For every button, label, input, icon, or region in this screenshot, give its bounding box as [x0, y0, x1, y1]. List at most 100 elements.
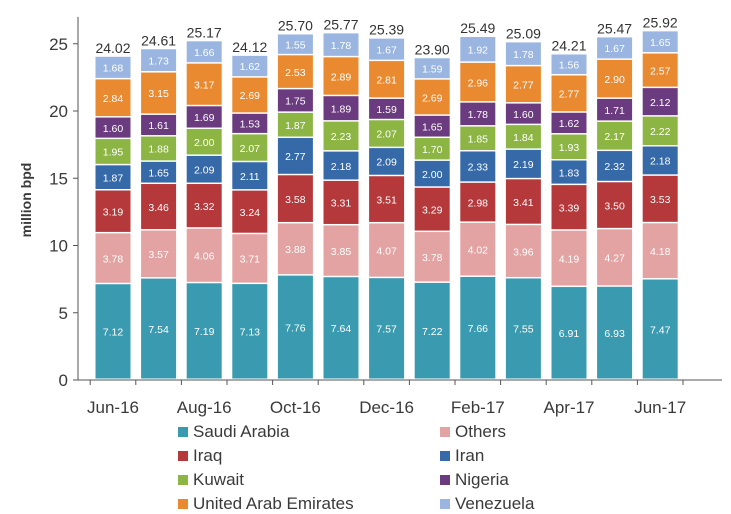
bar-segment: [95, 139, 131, 164]
bar-segment: [95, 165, 131, 189]
bar-total-label: 24.61: [141, 32, 176, 48]
bar-segment: [642, 31, 678, 53]
segment-value-label: 3.50: [604, 200, 625, 212]
segment-value-label: 7.66: [468, 323, 489, 335]
bar-segment: [323, 57, 359, 95]
segment-value-label: 2.69: [240, 90, 261, 102]
bar-segment: [186, 155, 222, 183]
bar-segment: [95, 284, 131, 379]
bar-segment: [505, 103, 541, 124]
bar-segment: [460, 222, 496, 276]
bar-segment: [460, 276, 496, 379]
segment-value-label: 1.55: [285, 39, 306, 51]
segment-value-label: 1.78: [331, 40, 352, 52]
segment-value-label: 2.00: [422, 169, 443, 181]
bar-segment: [186, 228, 222, 282]
bar-segment: [323, 33, 359, 56]
segment-value-label: 3.51: [376, 194, 397, 206]
bar-segment: [277, 89, 313, 112]
segment-value-label: 1.70: [422, 144, 443, 156]
bar-segment: [369, 176, 405, 222]
bar-segment: [551, 75, 587, 112]
bar-segment: [186, 283, 222, 379]
bar-segment: [369, 120, 405, 147]
bar-segment: [551, 134, 587, 159]
bar-total-label: 25.49: [460, 20, 495, 36]
segment-value-label: 3.29: [422, 204, 443, 216]
bar-segment: [597, 98, 633, 121]
bar-segment: [597, 229, 633, 286]
bar-segment: [141, 278, 177, 379]
bar-segment: [414, 232, 450, 282]
legend-item: Iraq: [178, 446, 222, 466]
bar-segment: [141, 49, 177, 72]
y-axis-label: million bpd: [18, 163, 34, 238]
bar-segment: [642, 88, 678, 116]
segment-value-label: 3.71: [240, 254, 261, 266]
bar-segment: [642, 146, 678, 175]
y-tick-label: 5: [59, 304, 68, 323]
x-tick-label: Feb-17: [451, 398, 505, 417]
segment-value-label: 3.85: [331, 246, 352, 258]
y-tick-label: 0: [59, 371, 68, 390]
bar-segment: [277, 138, 313, 174]
segment-value-label: 2.90: [604, 74, 625, 86]
segment-value-label: 2.33: [468, 162, 489, 174]
segment-value-label: 2.69: [422, 92, 443, 104]
bar-segment: [369, 278, 405, 379]
bar-segment: [505, 225, 541, 277]
bar-segment: [369, 38, 405, 60]
segment-value-label: 7.19: [194, 326, 215, 338]
bar-segment: [141, 72, 177, 114]
segment-value-label: 2.17: [604, 131, 625, 143]
segment-value-label: 3.96: [513, 246, 534, 258]
bar-segment: [277, 34, 313, 54]
segment-value-label: 7.13: [240, 327, 261, 339]
segment-value-label: 1.62: [240, 61, 261, 73]
segment-value-label: 3.46: [148, 202, 169, 214]
bar-segment: [369, 98, 405, 119]
segment-value-label: 1.84: [513, 132, 534, 144]
segment-value-label: 1.60: [103, 123, 124, 135]
y-tick-label: 10: [49, 237, 68, 256]
bar-segment: [232, 55, 268, 77]
bar-segment: [551, 230, 587, 286]
bar-total-label: 24.12: [232, 39, 267, 55]
legend-label: Iran: [455, 446, 485, 465]
bar-segment: [414, 115, 450, 137]
bar-segment: [460, 182, 496, 222]
segment-value-label: 3.78: [103, 253, 124, 265]
segment-value-label: 1.88: [148, 144, 169, 156]
segment-value-label: 1.61: [148, 120, 169, 132]
bar-segment: [414, 79, 450, 115]
bar-segment: [277, 275, 313, 379]
bar-segment: [186, 41, 222, 63]
segment-value-label: 3.58: [285, 194, 306, 206]
bar-segment: [642, 53, 678, 87]
bar-total-label: 23.90: [415, 41, 450, 57]
x-tick-label: Aug-16: [177, 398, 232, 417]
legend-item: Venezuela: [440, 494, 534, 514]
bar-segment: [597, 121, 633, 150]
legend-item: Kuwait: [178, 470, 244, 490]
legend-label: Others: [455, 422, 507, 441]
segment-value-label: 1.89: [331, 103, 352, 115]
segment-value-label: 2.77: [285, 151, 306, 163]
bar-segment: [186, 129, 222, 155]
bar-segment: [232, 134, 268, 161]
legend-label: United Arab Emirates: [193, 494, 354, 513]
axes-group: 0 5 10 15 20 25 Jun-16 Aug-16 Oct-16 Dec-16 Feb-17…: [49, 16, 722, 417]
segment-value-label: 1.65: [650, 37, 671, 49]
bar-segment: [232, 113, 268, 133]
bar-segment: [95, 190, 131, 232]
segment-value-label: 7.55: [513, 324, 534, 336]
segment-value-label: 3.88: [285, 244, 306, 256]
x-tick-label: Apr-17: [543, 398, 594, 417]
bar-segment: [597, 286, 633, 379]
segment-value-label: 7.76: [285, 322, 306, 334]
segment-value-label: 2.81: [376, 74, 397, 86]
bar-segment: [505, 278, 541, 379]
segment-value-label: 2.98: [468, 197, 489, 209]
segment-value-label: 2.96: [468, 77, 489, 89]
bar-segment: [551, 54, 587, 74]
